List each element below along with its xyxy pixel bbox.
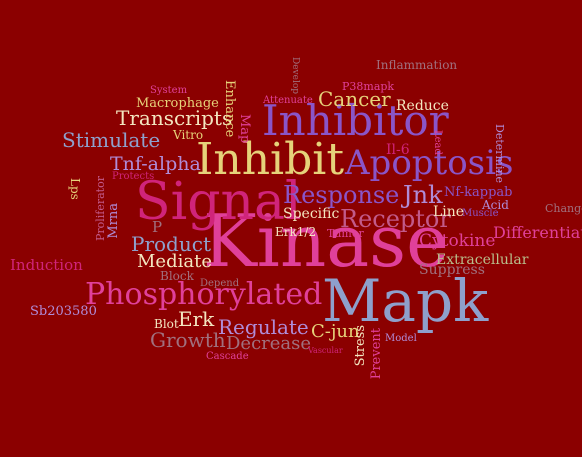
word-cytokine: Cytokine <box>419 231 496 251</box>
word-tnf-alpha: Tnf-alpha <box>110 153 201 175</box>
word-p38mapk: P38mapk <box>342 80 395 93</box>
word-jnk: Jnk <box>403 181 443 209</box>
word-cascade: Cascade <box>206 351 249 362</box>
word-erk: Erk <box>178 307 215 331</box>
word-inhibit: Inhibit <box>196 134 345 185</box>
word-protects: Protects <box>112 171 155 182</box>
word-stimulate: Stimulate <box>62 128 161 152</box>
word-inhibitor: Inhibitor <box>262 96 449 145</box>
word-lead: Lead <box>432 130 443 155</box>
word-nf-kappab: Nf-kappab <box>444 185 513 200</box>
word-induction: Induction <box>10 256 83 274</box>
word-system: System <box>150 85 188 96</box>
word-erk12: Erk1/2 <box>275 225 317 239</box>
word-receptor: Receptor <box>340 205 451 233</box>
word-phosphorylated: Phosphorylated <box>85 277 323 312</box>
word-stress: Stress <box>353 325 368 367</box>
word-extracellular: Extracellular <box>436 252 529 268</box>
word-blot: Blot <box>154 317 179 331</box>
word-differentiation: Differentiation <box>493 223 582 242</box>
word-change: Change <box>545 202 582 215</box>
word-decrease: Decrease <box>226 333 312 354</box>
word-c-jun: C-jun <box>311 321 360 342</box>
word-proliferator: Proliferator <box>94 176 107 242</box>
word-map: Map <box>237 114 252 144</box>
word-muscle: Muscle <box>462 208 499 219</box>
word-mapk: Mapk <box>322 267 489 335</box>
word-signal: Signal <box>135 172 302 232</box>
word-vitro: Vitro <box>173 128 204 142</box>
word-enhance: Enhance <box>222 80 237 138</box>
word-determine: Determine <box>493 124 506 184</box>
word-acid: Acid <box>482 198 509 212</box>
word-apoptosis: Apoptosis <box>345 143 514 183</box>
word-macrophage: Macrophage <box>136 96 219 111</box>
word-depend: Depend <box>200 278 240 289</box>
word-reduce: Reduce <box>396 98 449 114</box>
word-model: Model <box>385 333 417 344</box>
word-kinase: Kinase <box>203 199 449 283</box>
word-mediate: Mediate <box>137 251 212 272</box>
word-p: P <box>152 218 163 236</box>
word-product: Product <box>131 232 211 256</box>
word-il6: Il-6 <box>386 142 410 158</box>
word-line: Line <box>433 204 465 220</box>
word-suppress: Suppress <box>419 262 485 278</box>
word-mrna: Mrna <box>106 203 121 239</box>
word-lps: Lps <box>68 178 82 200</box>
word-cancer: Cancer <box>318 87 391 111</box>
word-block: Block <box>160 269 194 283</box>
word-specific: Specific <box>283 206 340 222</box>
word-prevent: Prevent <box>369 328 384 380</box>
word-response: Response <box>283 181 400 209</box>
word-regulate: Regulate <box>218 315 309 339</box>
word-vascular: Vascular <box>308 346 343 355</box>
word-develop: Develop <box>290 57 300 95</box>
word-attenuate: Attenuate <box>263 95 313 106</box>
word-growth: Growth <box>150 328 226 352</box>
word-sb203580: Sb203580 <box>30 304 97 319</box>
word-tumor: Tumor <box>327 227 364 240</box>
word-inflammation: Inflammation <box>376 58 458 72</box>
word-transcripts: Transcripts <box>116 106 233 130</box>
